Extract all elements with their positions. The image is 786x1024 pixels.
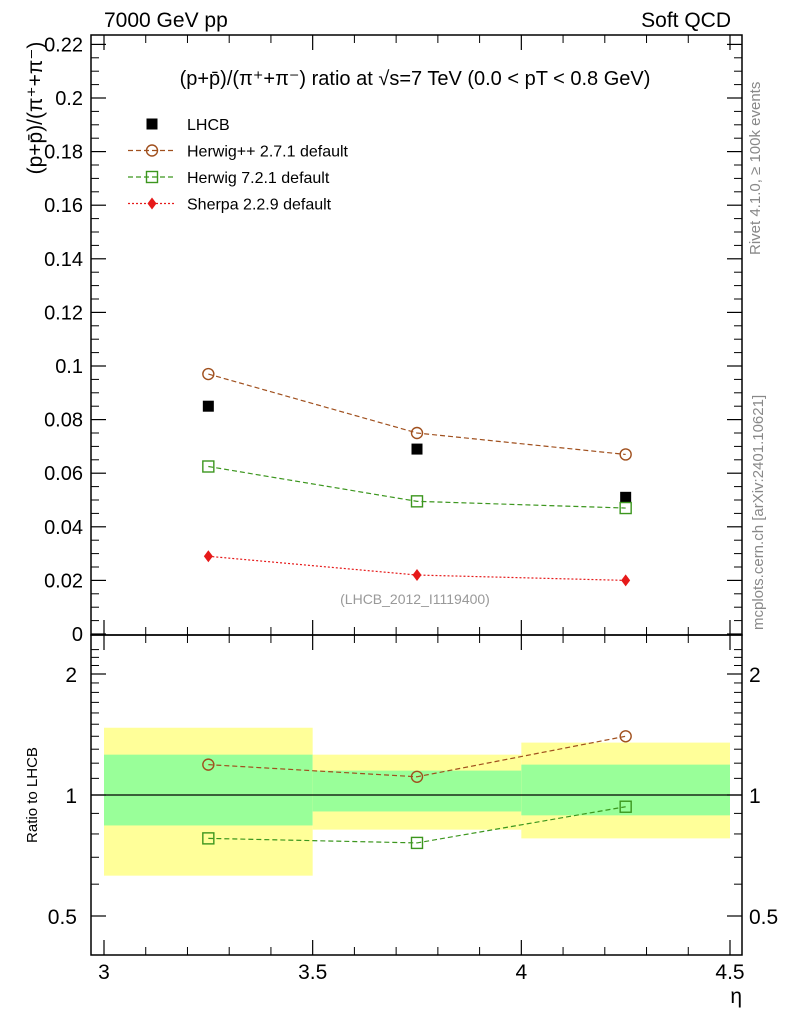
ratio-y-tick-label-left: 0.5 xyxy=(48,906,77,929)
main-y-tick-label: 0.02 xyxy=(44,570,83,592)
x-tick-label: 4 xyxy=(515,961,527,984)
legend-label: Herwig 7.2.1 default xyxy=(187,170,330,187)
header-left: 7000 GeV pp xyxy=(104,9,228,32)
main-y-tick-label: 0.08 xyxy=(44,410,83,432)
ratio-y-tick-label-left: 2 xyxy=(65,664,77,687)
series-line-herwig-7-2-1-default xyxy=(208,465,626,509)
ratio-uncertainty-bands xyxy=(104,727,730,876)
ratio-line-herwig-7-2-1-default xyxy=(208,806,626,844)
ratio-plot-panel: 0.5 0.5 1 1 2 2 3 3.5 4 4.5 Ratio to LHCB η xyxy=(24,634,778,1008)
main-y-tick-label: 0.06 xyxy=(44,463,83,485)
ratio-point-herwig-2-7-1-default xyxy=(202,758,215,771)
x-tick-label: 3.5 xyxy=(298,961,327,984)
legend-marker-sherpa-2-2-9-default xyxy=(147,197,157,210)
ratio-series-layer xyxy=(202,730,632,850)
data-point-lhcb xyxy=(411,443,423,455)
ratio-line-herwig-2-7-1-default xyxy=(208,735,626,778)
data-point-lhcb xyxy=(620,491,632,503)
inner-uncertainty-band xyxy=(521,764,730,816)
ratio-point-herwig-7-2-1-default xyxy=(410,836,424,850)
main-y-tick-label: 0.2 xyxy=(55,88,83,110)
ratio-axis-ticks xyxy=(91,635,742,955)
main-y-tick-label: 0.16 xyxy=(44,195,83,217)
data-point-herwig-2-7-1-default xyxy=(410,426,424,440)
y-axis-label: (p+p̄)/(π⁺+π⁻) xyxy=(24,42,47,175)
data-point-herwig-7-2-1-default xyxy=(202,460,215,473)
main-plot-panel: 0 0.02 0.04 0.06 0.08 0.1 0.12 0.14 0.16 0.18 0.2 0… xyxy=(24,34,743,646)
x-tick-label: 3 xyxy=(98,961,110,984)
legend-marker-herwig-7-2-1-default xyxy=(145,170,159,184)
main-y-tick-label: 0.22 xyxy=(44,34,83,56)
plot-title: (p+p̄)/(π⁺+π⁻) ratio at √s=7 TeV (0.0 < … xyxy=(180,68,651,90)
main-y-tick-label: 0 xyxy=(72,624,83,646)
x-tick-labels: 3 3.5 4 4.5 xyxy=(98,961,744,984)
data-point-herwig-7-2-1-default xyxy=(619,501,632,515)
data-point-herwig-2-7-1-default xyxy=(619,448,632,461)
legend-marker-herwig-2-7-1-default xyxy=(145,144,159,157)
ratio-y-tick-label-left: 1 xyxy=(65,785,77,808)
header-right: Soft QCD xyxy=(641,9,731,32)
main-y-tick-label: 0.04 xyxy=(44,517,83,539)
ratio-y-tick-label-right: 2 xyxy=(749,664,761,687)
x-axis-label: η xyxy=(730,985,742,1008)
inner-uncertainty-band xyxy=(104,754,313,826)
ratio-y-axis-label: Ratio to LHCB xyxy=(24,747,41,843)
inner-uncertainty-band xyxy=(312,770,522,812)
ratio-y-tick-labels: 0.5 0.5 1 1 2 2 xyxy=(48,664,778,929)
ratio-point-herwig-7-2-1-default xyxy=(202,832,215,845)
main-y-tick-labels: 0 0.02 0.04 0.06 0.08 0.1 0.12 0.14 0.16 0.18 0.2 0… xyxy=(44,34,83,646)
data-point-sherpa-2-2-9-default xyxy=(203,550,213,563)
ratio-point-herwig-2-7-1-default xyxy=(410,770,424,783)
data-point-herwig-2-7-1-default xyxy=(202,367,215,381)
series-line-herwig-2-7-1-default xyxy=(208,373,626,456)
ratio-point-herwig-2-7-1-default xyxy=(619,730,632,743)
ratio-y-tick-label-right: 1 xyxy=(749,785,761,808)
legend-label: Sherpa 2.2.9 default xyxy=(187,197,332,214)
main-y-tick-label: 0.1 xyxy=(55,356,83,378)
main-series-layer xyxy=(202,367,632,587)
ratio-y-tick-label-right: 0.5 xyxy=(749,906,778,929)
mcplots-label: mcplots.cern.ch [arXiv:2401.10621] xyxy=(750,395,767,630)
main-y-tick-label: 0.14 xyxy=(44,249,83,271)
ratio-point-herwig-7-2-1-default xyxy=(619,800,632,813)
analysis-id: (LHCB_2012_I1119400) xyxy=(340,591,490,607)
data-point-sherpa-2-2-9-default xyxy=(621,574,631,587)
data-point-herwig-7-2-1-default xyxy=(410,495,424,508)
data-point-lhcb xyxy=(202,400,214,412)
main-y-tick-label: 0.12 xyxy=(44,302,83,324)
legend-label: Herwig++ 2.7.1 default xyxy=(187,144,349,161)
main-y-tick-label: 0.18 xyxy=(44,142,83,164)
data-point-sherpa-2-2-9-default xyxy=(412,569,422,582)
main-axis-ticks xyxy=(91,35,742,635)
legend-marker-lhcb xyxy=(146,118,158,130)
legend-label: LHCB xyxy=(187,117,230,134)
x-tick-label: 4.5 xyxy=(715,961,744,984)
legend: LHCB Herwig++ 2.7.1 default Herwig 7.2.1 d… xyxy=(128,117,349,214)
rivet-version-label: Rivet 4.1.0, ≥ 100k events xyxy=(747,82,764,255)
